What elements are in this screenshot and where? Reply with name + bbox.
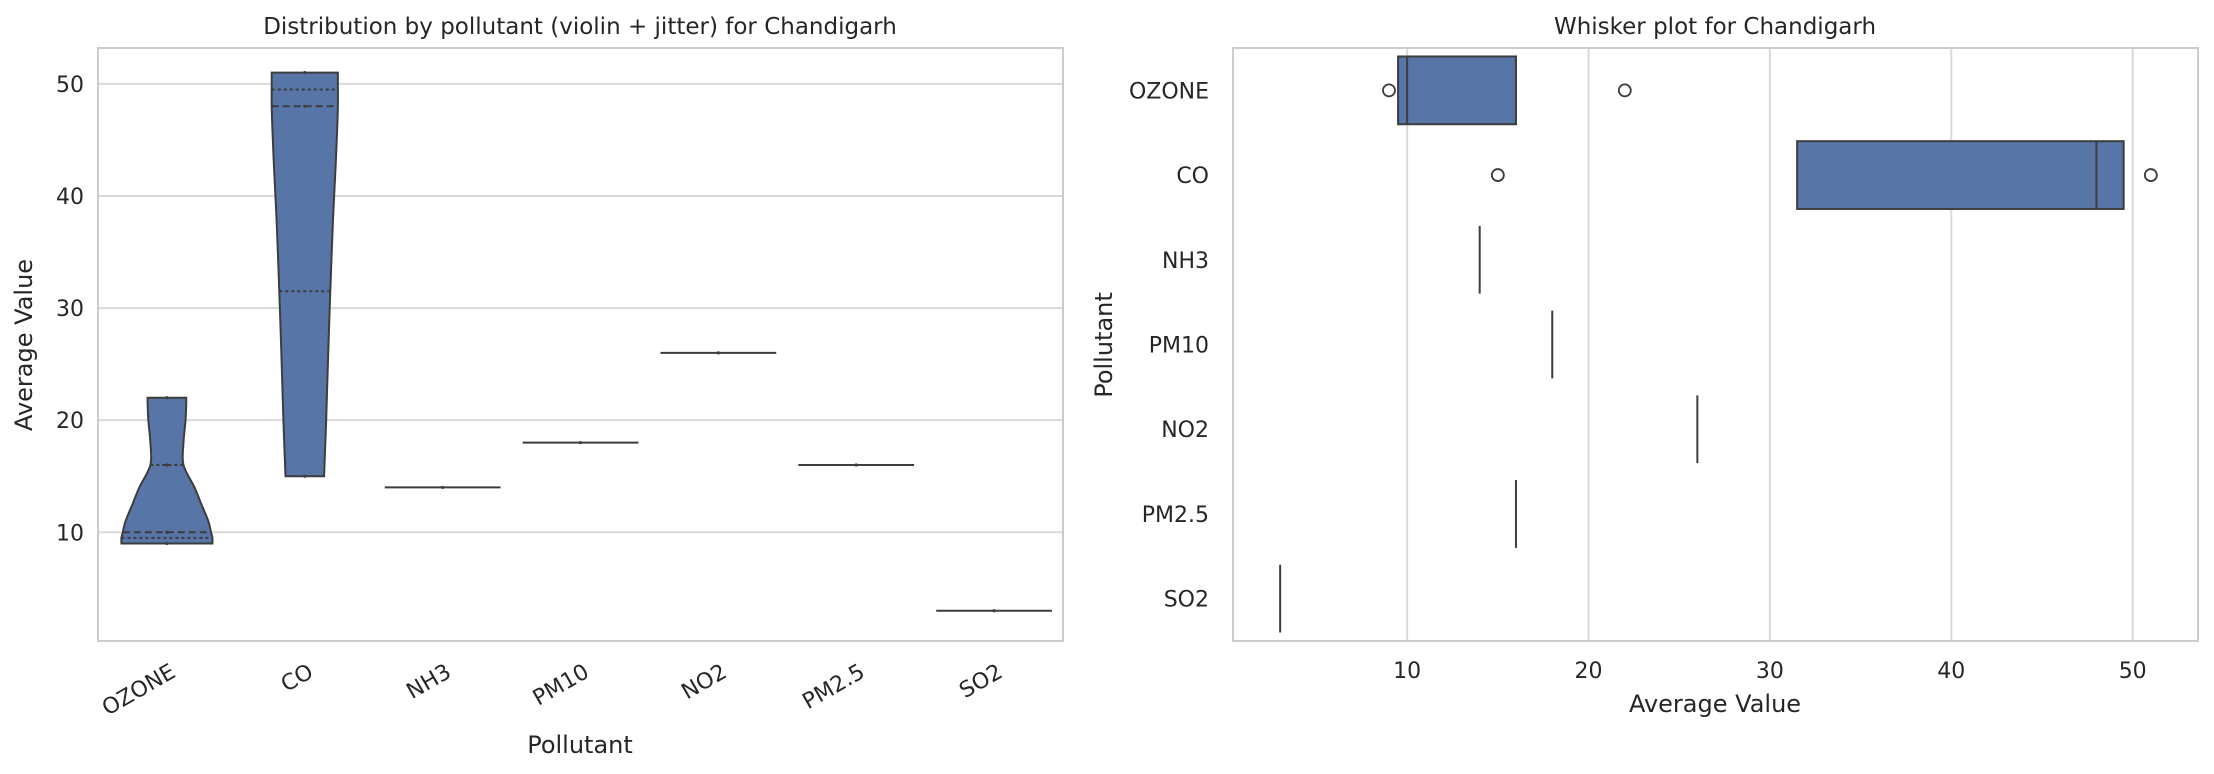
x-tick-label: CO (277, 660, 318, 698)
x-tick-label: OZONE (98, 660, 180, 722)
box-iqr (1397, 55, 1517, 126)
x-tick-label: NH3 (402, 660, 455, 705)
y-tick-label: CO (1176, 164, 1209, 189)
violin-x-axis-label: Pollutant (527, 731, 633, 759)
y-tick-label: OZONE (1129, 79, 1209, 104)
jitter-point (165, 530, 169, 534)
violin-body (270, 71, 339, 478)
x-tick-label: 30 (1756, 659, 1784, 684)
jitter-point (578, 440, 583, 445)
x-tick-label: 40 (1937, 659, 1965, 684)
y-tick-label: 10 (56, 521, 84, 546)
y-tick-label: NH3 (1162, 249, 1209, 274)
violin-plot-frame (97, 47, 1064, 642)
jitter-point (165, 463, 169, 467)
box-iqr (1796, 140, 2125, 210)
jitter-point (716, 351, 720, 355)
whisker-x-ticks: 10 20 30 40 50 (1393, 659, 2147, 684)
violin-y-axis-label: Average Value (10, 259, 38, 431)
jitter-point (441, 485, 445, 490)
y-tick-label: 20 (56, 409, 84, 434)
jitter-point (303, 474, 307, 478)
y-tick-label: 40 (56, 185, 84, 210)
violin-chart-title: Distribution by pollutant (violin + jitt… (263, 14, 897, 40)
whisker-marks (1279, 55, 2158, 633)
violin-gridlines (98, 82, 1063, 534)
violin-body (120, 396, 214, 545)
whisker-plot-frame (1232, 47, 2199, 642)
outlier-point (2143, 168, 2158, 182)
x-tick-label: PM2.5 (798, 660, 869, 715)
violin-y-ticks: 10 20 30 40 50 (56, 73, 84, 546)
x-tick-label: 50 (2119, 659, 2147, 684)
whisker-y-axis-label: Pollutant (1090, 292, 1118, 398)
outlier-point (1490, 168, 1505, 182)
y-tick-label: SO2 (1164, 588, 1209, 613)
jitter-point (303, 71, 307, 75)
x-tick-label: 10 (1393, 659, 1421, 684)
y-tick-label: PM2.5 (1142, 503, 1209, 528)
x-tick-label: PM10 (529, 660, 594, 712)
whisker-y-ticks: OZONE CO NH3 PM10 NO2 PM2.5 SO2 (1129, 79, 1209, 612)
violin-chart: Distribution by pollutant (violin + jitt… (10, 14, 1064, 759)
x-tick-label: 20 (1575, 659, 1603, 684)
whisker-chart-title: Whisker plot for Chandigarh (1554, 14, 1876, 40)
whisker-gridlines (1406, 48, 2134, 641)
x-tick-label: SO2 (955, 660, 1007, 704)
jitter-point (854, 463, 858, 467)
violin-marks (120, 71, 1052, 613)
whisker-x-axis-label: Average Value (1629, 690, 1801, 718)
jitter-point (165, 396, 169, 400)
outlier-point (1382, 83, 1396, 98)
y-tick-label: 30 (56, 297, 84, 322)
outlier-point (1617, 83, 1632, 98)
y-tick-label: NO2 (1161, 418, 1209, 443)
y-tick-label: PM10 (1149, 334, 1209, 359)
jitter-point (992, 609, 996, 613)
jitter-point (165, 541, 169, 546)
whisker-chart: Whisker plot for Chandigarh OZONE CO NH3 PM… (1090, 14, 2199, 718)
jitter-point (303, 104, 307, 108)
violin-x-ticks: OZONE CO NH3 PM10 NO2 PM2.5 SO2 (98, 660, 1007, 722)
y-tick-label: 50 (56, 73, 84, 98)
x-tick-label: NO2 (677, 660, 731, 706)
